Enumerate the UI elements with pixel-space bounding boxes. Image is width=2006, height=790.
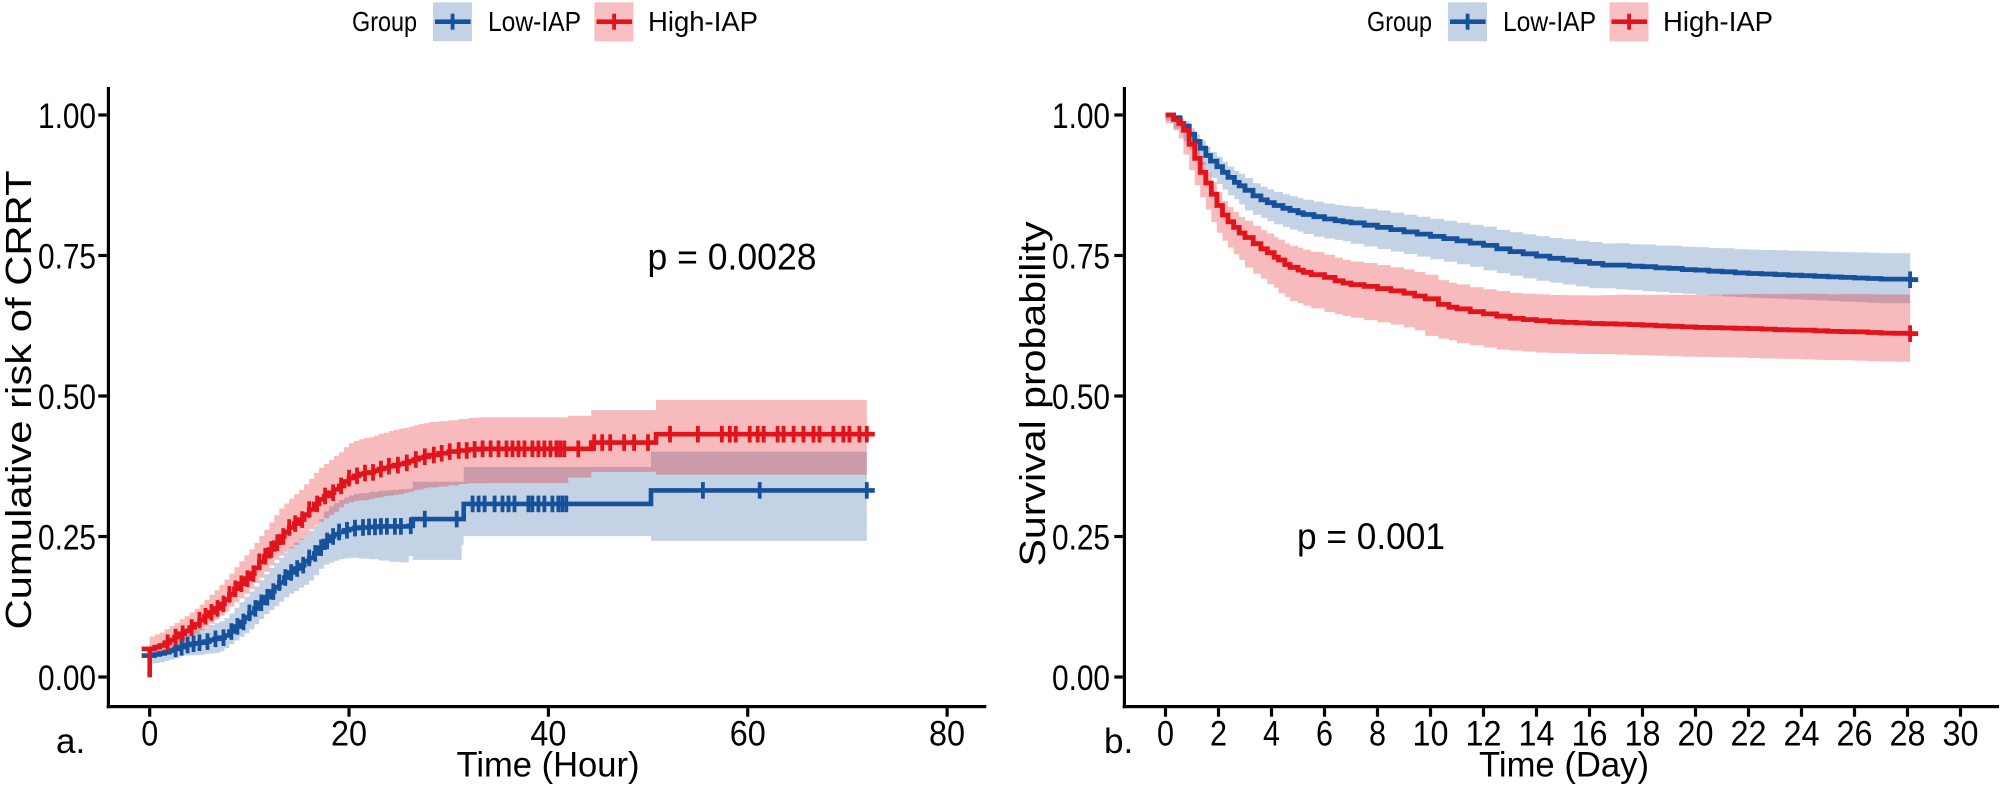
svg-text:a.: a. — [56, 722, 85, 761]
svg-text:p = 0.0028: p = 0.0028 — [648, 237, 817, 278]
svg-text:0.50: 0.50 — [38, 378, 96, 417]
svg-text:0.50: 0.50 — [1052, 378, 1110, 417]
svg-text:30: 30 — [1943, 715, 1979, 754]
svg-text:p = 0.001: p = 0.001 — [1297, 516, 1445, 557]
svg-text:22: 22 — [1731, 715, 1767, 754]
svg-text:0.25: 0.25 — [1052, 519, 1110, 558]
svg-text:Survival probability: Survival probability — [1012, 222, 1053, 567]
svg-text:0.00: 0.00 — [1052, 659, 1110, 698]
svg-text:40: 40 — [530, 715, 566, 754]
svg-text:80: 80 — [929, 715, 965, 754]
svg-text:0: 0 — [141, 715, 158, 754]
svg-text:1.00: 1.00 — [1052, 97, 1110, 136]
svg-text:0.75: 0.75 — [38, 238, 96, 277]
svg-text:0.00: 0.00 — [38, 659, 96, 698]
svg-text:18: 18 — [1625, 715, 1661, 754]
svg-text:High-IAP: High-IAP — [1663, 6, 1773, 37]
svg-text:Cumulative risk of CRRT: Cumulative risk of CRRT — [0, 170, 39, 629]
svg-text:20: 20 — [331, 715, 367, 754]
svg-text:1.00: 1.00 — [38, 97, 96, 136]
svg-text:0.25: 0.25 — [38, 519, 96, 558]
svg-text:b.: b. — [1104, 722, 1133, 761]
svg-text:10: 10 — [1413, 715, 1449, 754]
svg-text:60: 60 — [730, 715, 766, 754]
svg-text:4: 4 — [1263, 715, 1280, 754]
svg-text:20: 20 — [1678, 715, 1714, 754]
svg-text:12: 12 — [1466, 715, 1502, 754]
svg-text:Time (Hour): Time (Hour) — [457, 746, 640, 785]
svg-text:Group: Group — [1367, 6, 1432, 37]
svg-text:Time (Day): Time (Day) — [1479, 746, 1649, 785]
svg-text:14: 14 — [1519, 715, 1555, 754]
svg-text:6: 6 — [1316, 715, 1333, 754]
svg-text:High-IAP: High-IAP — [648, 6, 758, 37]
svg-text:0: 0 — [1157, 715, 1174, 754]
svg-text:2: 2 — [1210, 715, 1227, 754]
svg-text:Low-IAP: Low-IAP — [1503, 6, 1596, 37]
svg-text:Group: Group — [352, 6, 417, 37]
svg-text:8: 8 — [1369, 715, 1386, 754]
svg-text:28: 28 — [1890, 715, 1926, 754]
svg-text:0.75: 0.75 — [1052, 238, 1110, 277]
svg-text:16: 16 — [1572, 715, 1608, 754]
svg-text:26: 26 — [1837, 715, 1873, 754]
svg-text:Low-IAP: Low-IAP — [488, 6, 581, 37]
svg-text:24: 24 — [1784, 715, 1820, 754]
